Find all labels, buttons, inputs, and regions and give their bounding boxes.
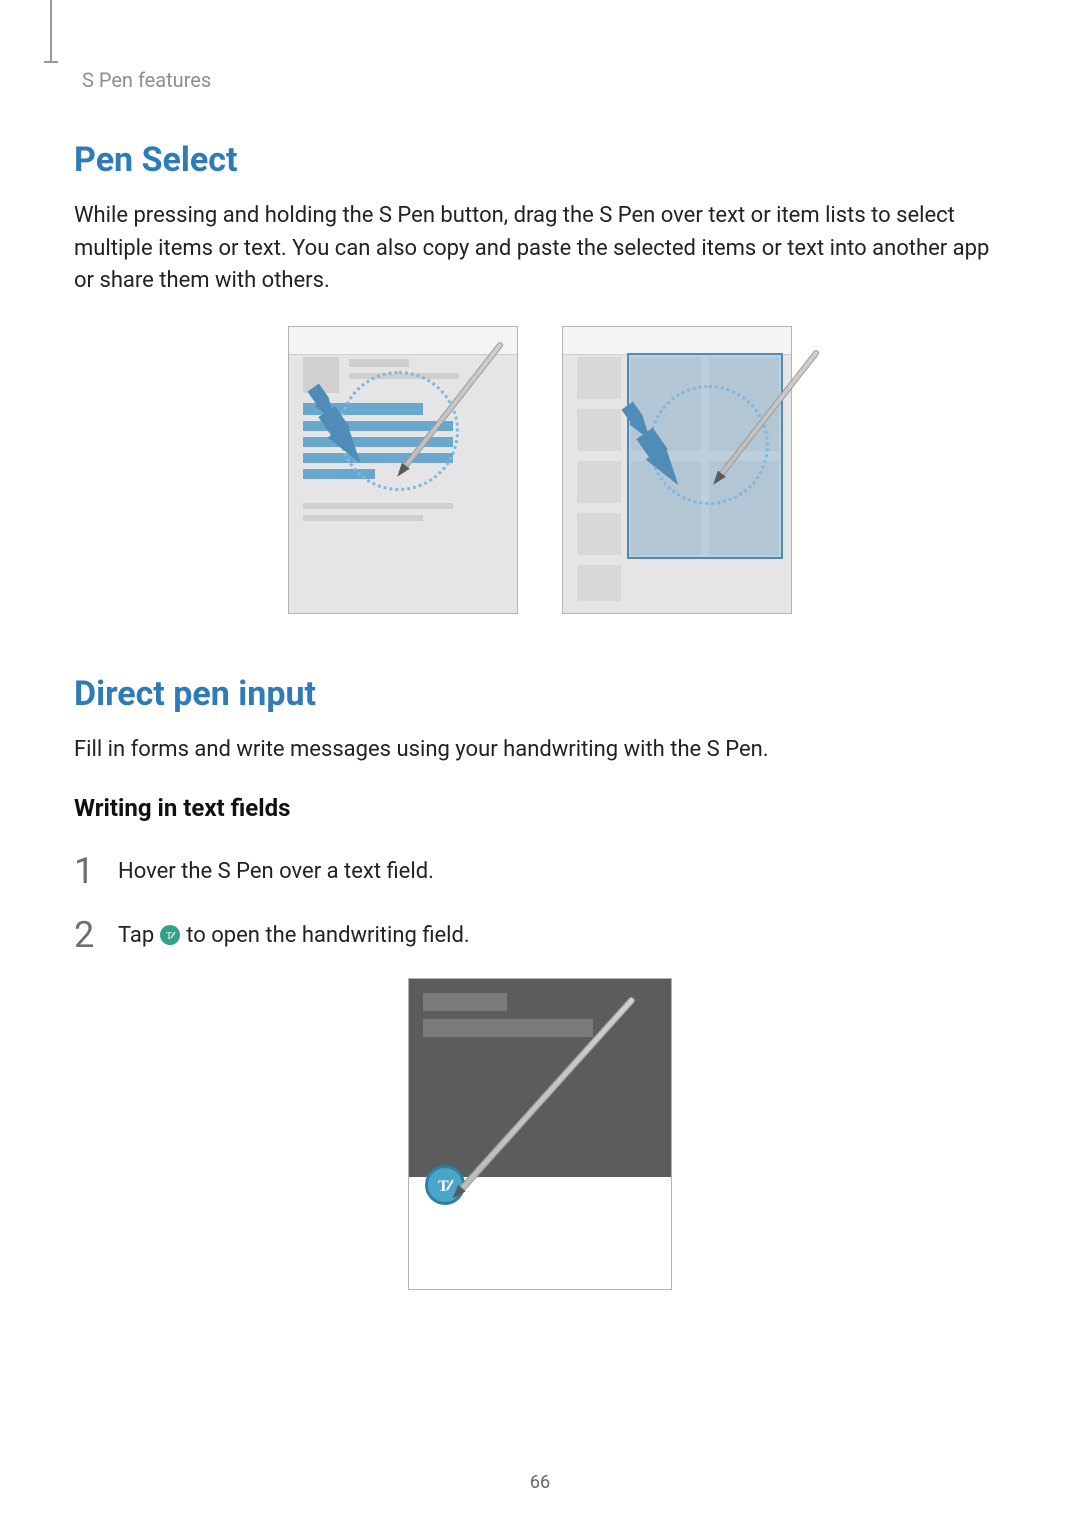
step-2: 2 Tap T to open the handwriting field. — [74, 914, 1006, 956]
figure-handwriting-field: T — [408, 978, 672, 1290]
step-number: 2 — [74, 914, 100, 956]
svg-text:T: T — [438, 1178, 449, 1195]
paragraph-pen-select: While pressing and holding the S Pen but… — [74, 200, 1006, 298]
subheading-writing-in-text-fields: Writing in text fields — [74, 794, 1006, 822]
breadcrumb: S Pen features — [82, 68, 1006, 92]
figure-text-select — [288, 326, 518, 614]
heading-pen-select: Pen Select — [74, 140, 1006, 180]
heading-direct-pen-input: Direct pen input — [74, 674, 1006, 714]
figure-grid-select — [562, 326, 792, 614]
page-number: 66 — [0, 1472, 1080, 1493]
page: S Pen features Pen Select While pressing… — [0, 0, 1080, 1290]
step-text: Tap T to open the handwriting field. — [118, 923, 470, 948]
steps-list: 1 Hover the S Pen over a text field. 2 T… — [74, 850, 1006, 956]
figure-row-pen-select — [74, 326, 1006, 614]
step-text: Hover the S Pen over a text field. — [118, 859, 434, 884]
step-text-after: to open the handwriting field. — [186, 923, 470, 948]
header-tab-marker — [50, 0, 52, 62]
step-text-before: Tap — [118, 923, 154, 948]
step-number: 1 — [74, 850, 100, 892]
svg-text:T: T — [166, 931, 172, 941]
handwriting-mode-icon: T — [160, 925, 180, 945]
paragraph-direct-pen-input: Fill in forms and write messages using y… — [74, 734, 1006, 767]
step-1: 1 Hover the S Pen over a text field. — [74, 850, 1006, 892]
